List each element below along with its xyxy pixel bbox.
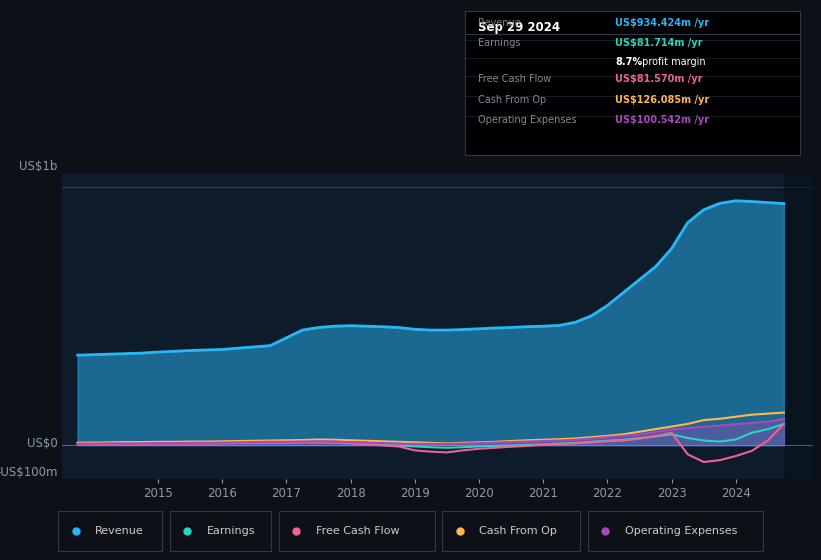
Text: Revenue: Revenue	[478, 18, 521, 28]
Text: US$100.542m /yr: US$100.542m /yr	[616, 115, 709, 125]
Text: Free Cash Flow: Free Cash Flow	[316, 526, 400, 535]
Text: US$0: US$0	[27, 437, 57, 450]
Text: US$81.714m /yr: US$81.714m /yr	[616, 38, 703, 48]
Text: Operating Expenses: Operating Expenses	[625, 526, 737, 535]
Text: US$1b: US$1b	[19, 160, 57, 172]
Text: profit margin: profit margin	[639, 57, 705, 67]
Text: 8.7%: 8.7%	[616, 57, 643, 67]
Text: Revenue: Revenue	[95, 526, 144, 535]
Text: -US$100m: -US$100m	[0, 466, 57, 479]
Text: Free Cash Flow: Free Cash Flow	[478, 74, 552, 85]
Text: Operating Expenses: Operating Expenses	[478, 115, 576, 125]
Text: Earnings: Earnings	[207, 526, 255, 535]
Text: Sep 29 2024: Sep 29 2024	[478, 21, 560, 34]
Text: US$934.424m /yr: US$934.424m /yr	[616, 18, 709, 28]
Text: Earnings: Earnings	[478, 38, 521, 48]
Text: Cash From Op: Cash From Op	[479, 526, 557, 535]
Text: US$126.085m /yr: US$126.085m /yr	[616, 95, 709, 105]
Text: US$81.570m /yr: US$81.570m /yr	[616, 74, 703, 85]
Text: Cash From Op: Cash From Op	[478, 95, 546, 105]
Bar	[784, 174, 813, 479]
